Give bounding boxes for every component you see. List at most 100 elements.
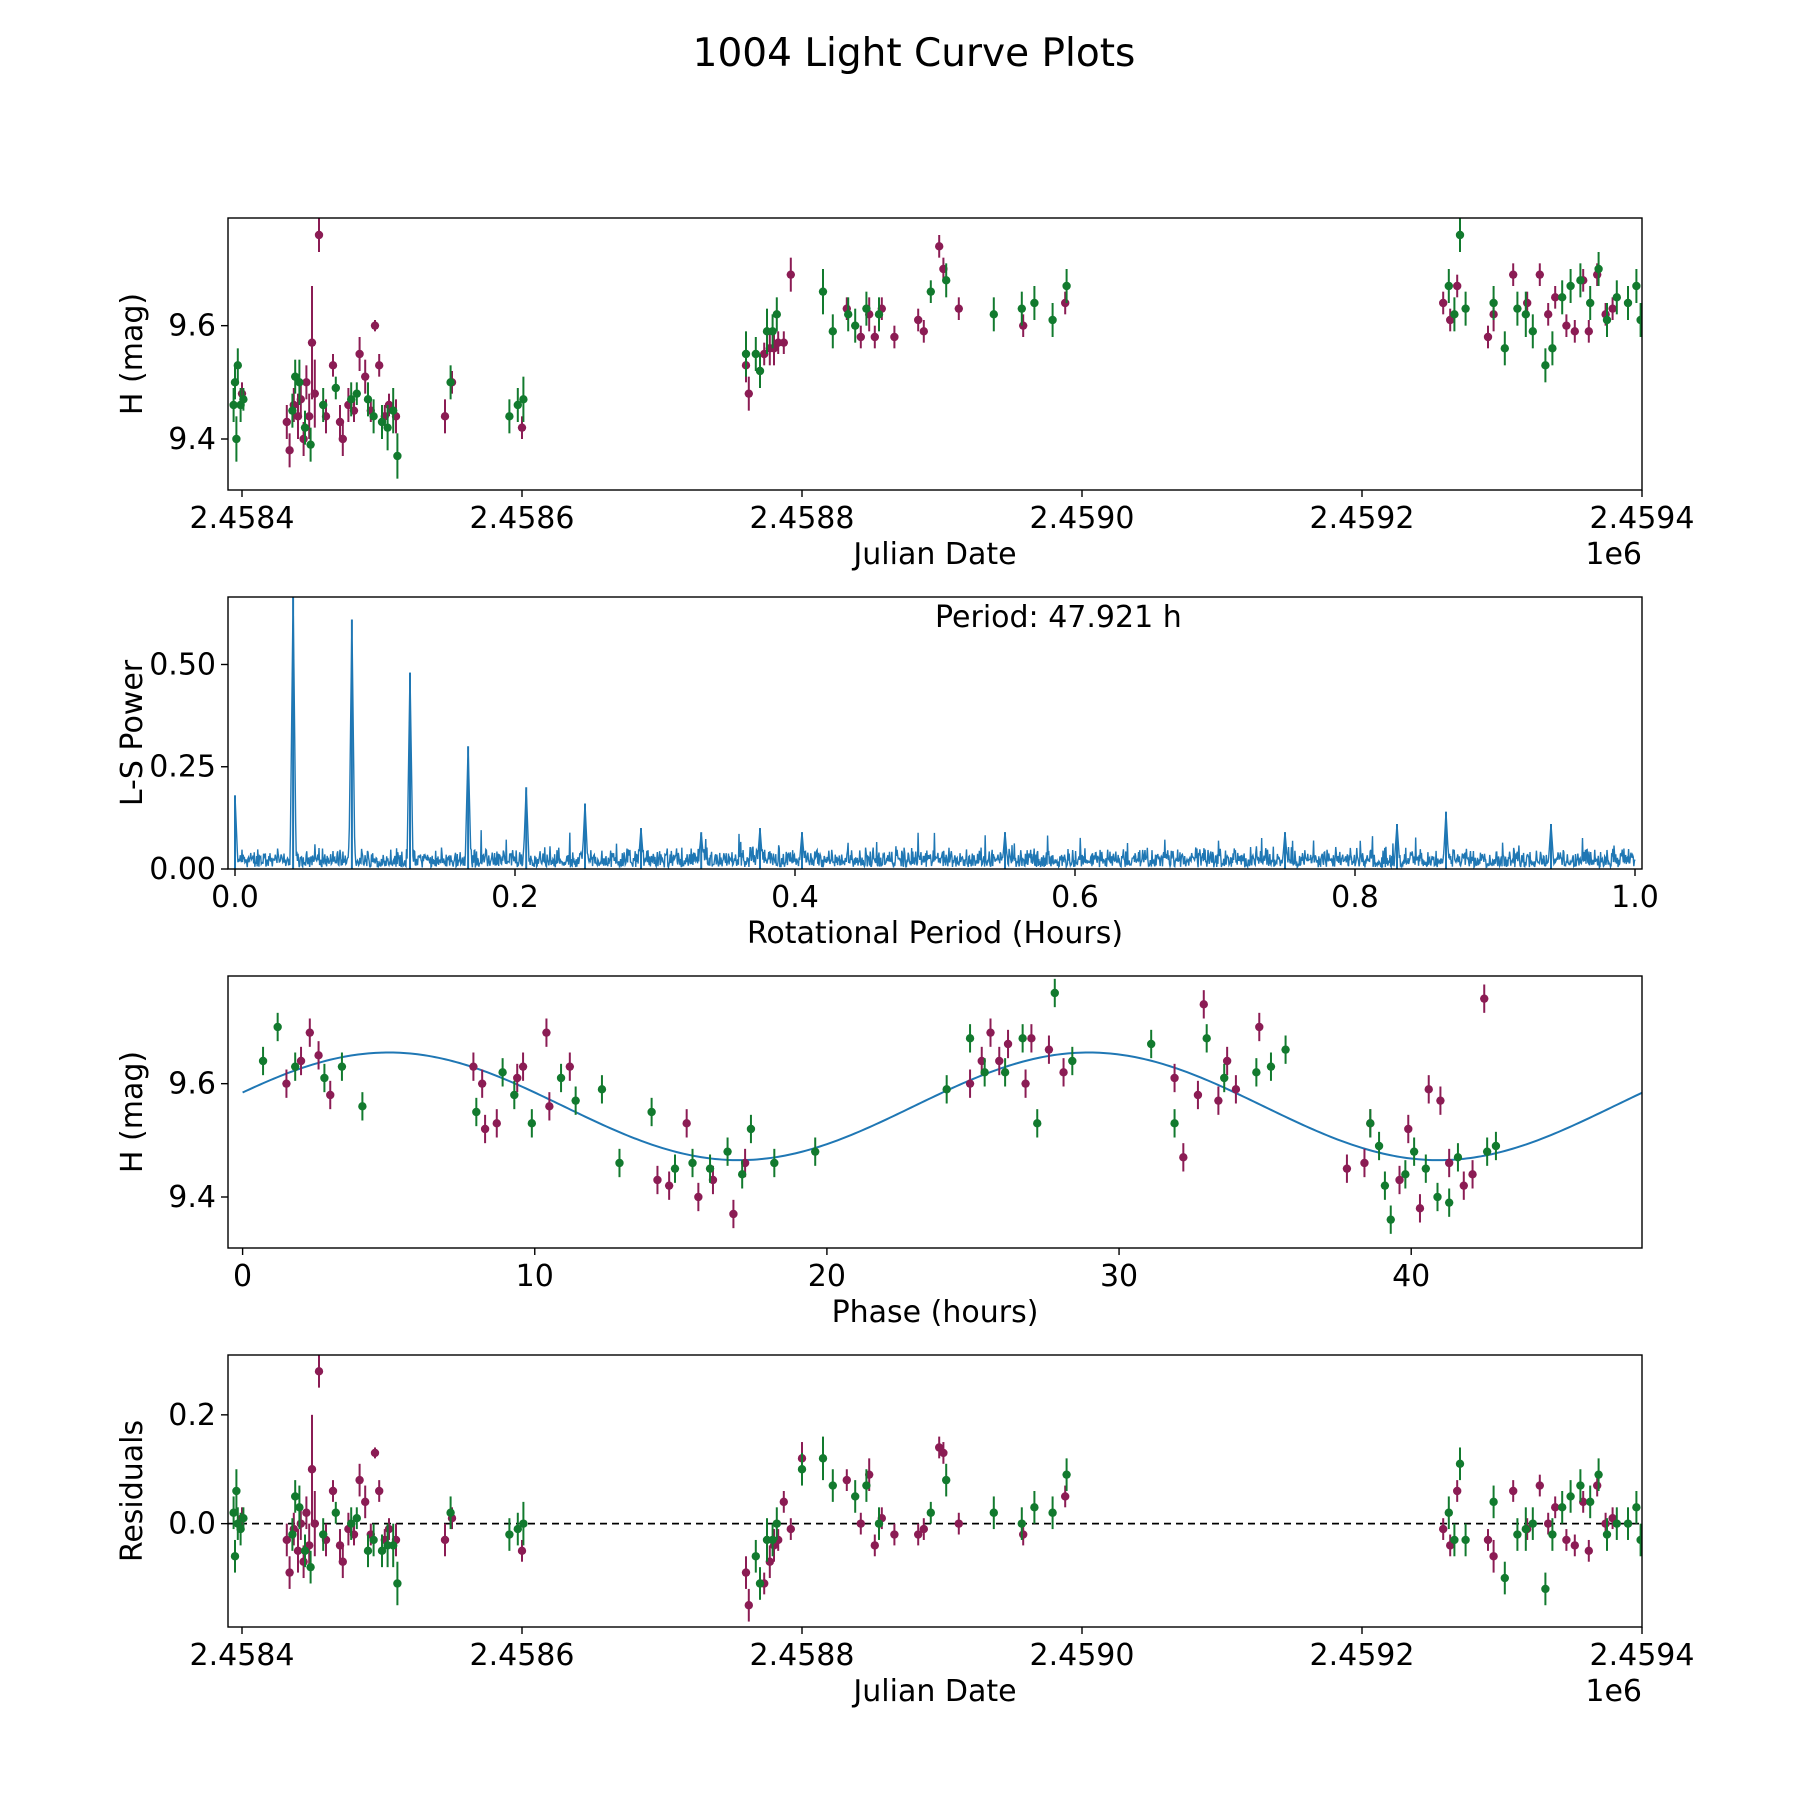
band-a-point	[545, 1102, 554, 1111]
band-b-point	[768, 1535, 777, 1545]
band-a-point	[1027, 1034, 1036, 1043]
residuals-xtick-label: 2.4584	[190, 1638, 295, 1673]
band-a-point	[1193, 1090, 1203, 1100]
band-b-point	[295, 378, 304, 387]
band-b-point	[1461, 1535, 1470, 1545]
band-a-point	[1222, 1056, 1232, 1066]
band-a-point	[682, 1119, 691, 1128]
band-b-point	[258, 1056, 268, 1066]
band-b-point	[1528, 327, 1538, 336]
band-a-point	[1342, 1164, 1352, 1173]
periodogram-xtick-label: 0.4	[771, 880, 819, 915]
band-a-point	[517, 1546, 527, 1556]
band-b-point	[1528, 1519, 1538, 1528]
band-b-point	[1453, 1153, 1463, 1162]
band-a-point	[1044, 1045, 1054, 1054]
band-a-point	[310, 389, 319, 398]
band-b-point	[229, 400, 238, 410]
band-b-point	[358, 1102, 367, 1111]
band-b-point	[851, 321, 860, 330]
band-b-point	[1444, 1508, 1454, 1517]
band-a-point	[1444, 1158, 1454, 1168]
band-b-point	[295, 1503, 304, 1512]
band-b-point	[746, 1124, 756, 1134]
residuals-xtick-label: 2.4590	[1030, 1638, 1135, 1673]
band-a-point	[779, 1497, 788, 1507]
band-b-point	[770, 1158, 779, 1168]
phased-xtick-label: 10	[516, 1259, 554, 1294]
band-a-point	[314, 230, 324, 240]
band-a-point	[305, 1028, 315, 1037]
band-a-point	[995, 1056, 1004, 1066]
residuals-xtick-label: 2.4592	[1310, 1638, 1415, 1673]
phased-panel: 0 10 20 30 40 9.4 9.6 Phase (hours) H (mag)	[115, 975, 1643, 1330]
band-b-point	[1266, 1062, 1276, 1071]
band-a-point	[1562, 1535, 1571, 1545]
lightcurve-offset-label: 1e6	[1585, 537, 1642, 572]
band-b-point	[797, 1465, 807, 1474]
band-b-point	[232, 1486, 241, 1496]
band-a-point	[282, 417, 291, 427]
band-a-point	[1570, 1541, 1580, 1550]
periodogram-ylabel: L-S Power	[115, 659, 150, 806]
band-a-point	[282, 1535, 291, 1545]
band-a-point	[1453, 281, 1462, 291]
band-b-point	[1612, 293, 1622, 302]
band-b-point	[818, 1454, 828, 1463]
band-b-point	[755, 366, 765, 376]
band-a-point	[1019, 321, 1028, 330]
band-a-point	[1562, 321, 1571, 330]
band-a-point	[338, 1557, 347, 1566]
band-a-point	[1436, 1096, 1445, 1105]
phased-ylabel: H (mag)	[115, 1051, 150, 1173]
band-b-point	[851, 1492, 860, 1501]
band-b-point	[1018, 1034, 1027, 1043]
band-a-point	[939, 1448, 948, 1458]
band-b-point	[369, 1535, 378, 1545]
band-b-point	[1558, 1503, 1567, 1512]
band-a-point	[919, 1524, 928, 1534]
band-b-point	[1000, 1068, 1010, 1077]
band-b-point	[1444, 281, 1454, 291]
band-b-point	[1433, 1192, 1442, 1202]
band-a-point	[842, 1475, 851, 1485]
band-b-point	[352, 389, 361, 398]
band-b-point	[1030, 298, 1039, 308]
band-a-point	[361, 372, 370, 381]
band-b-point	[1576, 1481, 1585, 1490]
band-b-point	[527, 1119, 537, 1128]
residuals-ylabel: Residuals	[115, 1420, 150, 1562]
band-a-point	[664, 1181, 674, 1190]
band-b-point	[446, 378, 455, 387]
band-a-point	[517, 423, 527, 432]
band-a-point	[1489, 1552, 1498, 1561]
band-b-point	[828, 1481, 837, 1490]
band-b-point	[1566, 1492, 1575, 1501]
band-b-point	[737, 1170, 747, 1179]
band-b-point	[389, 1541, 398, 1550]
band-b-point	[239, 1514, 248, 1523]
periodogram-xtick-label: 0.2	[491, 880, 539, 915]
band-a-point	[307, 338, 317, 347]
band-a-point	[890, 1530, 899, 1539]
residuals-xtick-label: 2.4586	[470, 1638, 575, 1673]
band-a-point	[1483, 1535, 1493, 1545]
band-b-point	[1409, 1147, 1419, 1156]
band-a-point	[1021, 1079, 1030, 1088]
band-b-point	[980, 1068, 989, 1077]
lightcurve-ytick-label: 9.4	[168, 422, 216, 457]
band-a-point	[1551, 293, 1560, 302]
band-a-point	[296, 395, 305, 404]
band-a-point	[856, 1519, 865, 1528]
band-b-point	[688, 1158, 697, 1168]
band-b-point	[1612, 1519, 1622, 1528]
band-a-point	[1483, 332, 1493, 342]
band-b-point	[942, 1475, 951, 1485]
band-b-point	[300, 1546, 310, 1556]
phased-ytick-label: 9.6	[168, 1067, 216, 1102]
band-b-point	[874, 1519, 884, 1528]
band-a-point	[480, 1124, 490, 1134]
band-b-point	[1048, 1508, 1057, 1517]
residuals-ytick-label: 0.2	[168, 1398, 216, 1433]
band-a-point	[293, 1546, 303, 1556]
